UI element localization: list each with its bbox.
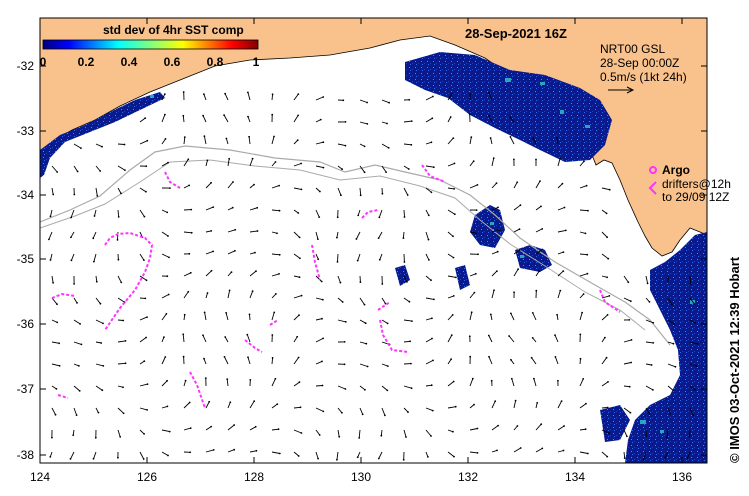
colorbar-tick: 1 bbox=[253, 55, 260, 69]
axis-ticks bbox=[39, 18, 707, 463]
colorbar-gradient bbox=[42, 39, 259, 50]
drifter-marker-icon bbox=[648, 181, 657, 195]
x-tick-label: 126 bbox=[137, 470, 157, 484]
y-tick-label: -36 bbox=[17, 317, 35, 331]
shelf-contour-inner bbox=[40, 159, 646, 331]
argo-legend-label: Argo bbox=[662, 163, 690, 177]
credit-label: © IMOS 03-Oct-2021 12:39 Hobart bbox=[727, 256, 742, 463]
argo-legend-line2: to 29/09 12Z bbox=[662, 190, 729, 204]
current-legend-line2: 28-Sep 00:00Z bbox=[600, 56, 679, 70]
colorbar-tick: 0.8 bbox=[207, 55, 224, 69]
y-tick-label: -35 bbox=[17, 252, 35, 266]
current-legend: NRT00 GSL 28-Sep 00:00Z 0.5m/s (1kt 24h) bbox=[600, 42, 687, 94]
colorbar-label: std dev of 4hr SST comp bbox=[103, 23, 244, 37]
argo-legend: Argo drifters@12h to 29/09 12Z bbox=[648, 163, 731, 204]
sst-patches bbox=[40, 52, 707, 463]
map-title: 28-Sep-2021 16Z bbox=[465, 26, 567, 41]
x-tick-label: 130 bbox=[351, 470, 371, 484]
argo-tracks bbox=[51, 164, 621, 409]
colorbar-tick: 0.2 bbox=[78, 55, 95, 69]
shelf-contour bbox=[40, 145, 671, 346]
current-vectors bbox=[48, 91, 699, 461]
y-tick-label: -32 bbox=[17, 59, 35, 73]
x-tick-label: 134 bbox=[565, 470, 585, 484]
y-tick-label: -33 bbox=[17, 124, 35, 138]
x-tick-label: 132 bbox=[458, 470, 478, 484]
current-legend-line1: NRT00 GSL bbox=[600, 42, 665, 56]
y-tick-label: -37 bbox=[17, 382, 35, 396]
x-tick-label: 128 bbox=[244, 470, 264, 484]
colorbar: std dev of 4hr SST comp 0 0.2 0.4 0.6 0.… bbox=[40, 23, 260, 69]
colorbar-tick: 0.6 bbox=[164, 55, 181, 69]
x-tick-label: 136 bbox=[672, 470, 692, 484]
y-tick-label: -34 bbox=[17, 188, 35, 202]
x-axis: 124 126 128 130 132 134 136 bbox=[30, 470, 692, 484]
colorbar-tick: 0 bbox=[40, 55, 47, 69]
current-legend-line3: 0.5m/s (1kt 24h) bbox=[600, 70, 687, 84]
y-tick-label: -38 bbox=[17, 448, 35, 462]
y-axis: -32 -33 -34 -35 -36 -37 -38 bbox=[17, 59, 35, 462]
colorbar-tick: 0.4 bbox=[121, 55, 138, 69]
x-tick-label: 124 bbox=[30, 470, 50, 484]
argo-marker-icon bbox=[649, 166, 657, 174]
current-legend-arrowhead bbox=[626, 86, 635, 94]
plot-frame bbox=[39, 17, 708, 464]
argo-legend-line1: drifters@12h bbox=[662, 177, 731, 191]
